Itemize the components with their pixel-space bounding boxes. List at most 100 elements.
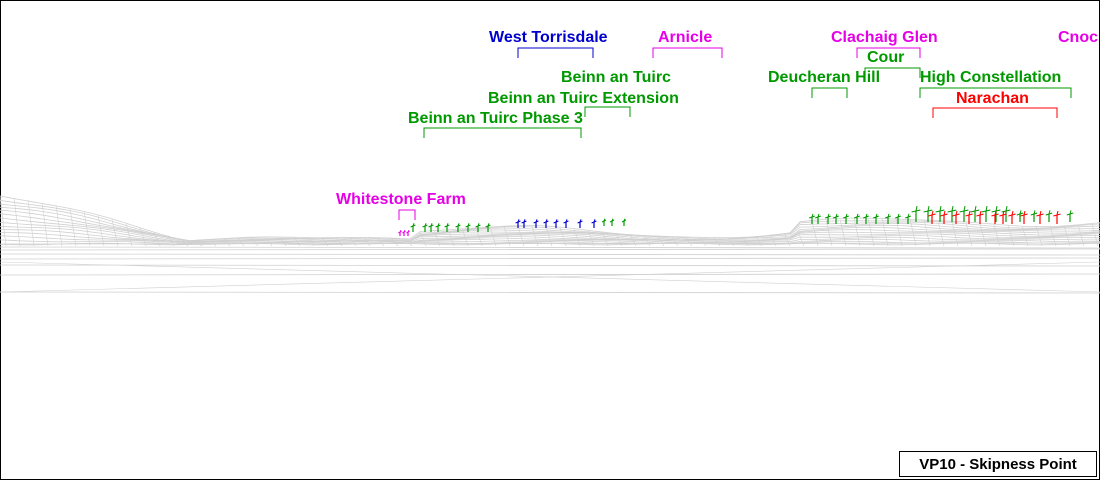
- turbine-marker: [455, 223, 461, 232]
- turbine-blade: [446, 223, 449, 227]
- terrain-mesh-line: [349, 237, 357, 247]
- turbine-marker: [905, 213, 911, 224]
- terrain-mesh-line: [279, 237, 287, 247]
- turbine-marker: [833, 213, 839, 224]
- terrain-mesh-line: [83, 211, 91, 247]
- turbine-marker: [402, 229, 406, 236]
- turbine-blade: [424, 223, 427, 227]
- turbine-blade: [943, 210, 946, 216]
- label-beinn-an-tuirc: Beinn an Tuirc: [561, 69, 671, 86]
- turbine-marker: [609, 218, 615, 226]
- turbine-marker: [1045, 210, 1053, 222]
- turbine-blade: [611, 218, 614, 222]
- turbine-marker: [577, 219, 583, 228]
- terrain-mesh-line: [713, 237, 721, 247]
- terrain-mesh-line: [503, 226, 511, 247]
- label-beinn-an-tuirc-extension: Beinn an Tuirc Extension: [488, 90, 679, 107]
- turbine-marker: [1001, 205, 1011, 222]
- turbine-markers: [398, 205, 1074, 236]
- turbine-blade: [399, 229, 402, 233]
- terrain-mesh-line: [895, 218, 903, 247]
- terrain-mesh-line: [517, 225, 525, 247]
- turbine-marker: [981, 205, 991, 222]
- turbine-blade: [477, 223, 480, 227]
- turbine-blade: [939, 205, 942, 212]
- turbine-marker: [940, 210, 948, 224]
- foreground-line: [0, 291, 1100, 294]
- turbine-blade: [1005, 205, 1008, 212]
- terrain-contour: [0, 195, 1100, 242]
- turbine-blade: [545, 219, 548, 223]
- terrain-contour: [0, 213, 1100, 243]
- terrain-mesh-line: [1049, 225, 1057, 247]
- turbine-marker: [947, 205, 957, 222]
- turbine-marker: [952, 210, 960, 224]
- turbine-blade: [915, 205, 918, 212]
- turbine-marker: [991, 210, 999, 224]
- terrain-mesh-line: [657, 236, 665, 247]
- terrain-mesh-line: [769, 234, 777, 247]
- turbine-marker: [1008, 210, 1016, 224]
- terrain-mesh-line: [55, 205, 63, 247]
- foreground-line: [0, 246, 1100, 249]
- turbine-marker: [965, 210, 973, 224]
- viewpoint-label-box: VP10 - Skipness Point: [899, 451, 1097, 477]
- turbine-marker: [428, 223, 434, 232]
- terrain-mesh-line: [643, 235, 651, 247]
- terrain-mesh-line: [811, 220, 819, 247]
- turbine-marker: [1066, 210, 1074, 222]
- turbine-blade: [1002, 210, 1005, 216]
- turbine-marker: [515, 219, 521, 228]
- terrain-mesh-line: [307, 236, 315, 247]
- turbine-marker: [410, 223, 416, 232]
- terrain-mesh-line: [405, 239, 413, 247]
- bracket-deucheran-hill: [811, 87, 848, 98]
- label-arnicle: Arnicle: [658, 29, 713, 46]
- turbine-marker: [1030, 210, 1038, 222]
- terrain-mesh-line: [937, 220, 945, 247]
- viewpoint-label: VP10 - Skipness Point: [919, 455, 1077, 473]
- bracket-beinn-an-tuirc-extension: [584, 106, 631, 117]
- turbine-blade: [403, 229, 406, 233]
- terrain-mesh-line: [993, 224, 1001, 247]
- bracket-west-torrisdale: [517, 47, 594, 58]
- turbine-blade: [897, 213, 900, 218]
- terrain-mesh-line: [741, 236, 749, 247]
- turbine-marker: [553, 219, 559, 228]
- terrain-mesh-line: [97, 215, 105, 247]
- terrain-mesh-line: [377, 238, 385, 247]
- bracket-cour: [864, 67, 921, 78]
- turbine-marker: [621, 218, 627, 226]
- turbine-blade: [827, 213, 830, 218]
- turbine-blade: [907, 213, 910, 218]
- label-whitestone-farm: Whitestone Farm: [336, 191, 466, 208]
- terrain-contour: [0, 235, 1100, 245]
- turbine-blade: [565, 219, 568, 223]
- bracket-whitestone-farm: [398, 209, 416, 220]
- turbine-marker: [601, 218, 607, 226]
- turbine-blade: [1039, 210, 1042, 216]
- turbine-blade: [835, 213, 838, 218]
- terrain-mesh-line: [293, 236, 301, 247]
- turbine-blade: [875, 213, 878, 218]
- terrain-mesh-line: [461, 228, 469, 247]
- turbine-blade: [430, 223, 433, 227]
- terrain-mesh-line: [965, 222, 973, 247]
- turbine-blade: [579, 219, 582, 223]
- turbine-marker: [406, 229, 410, 236]
- turbine-blade: [1048, 210, 1051, 215]
- turbine-marker: [809, 213, 815, 224]
- foreground-line: [0, 253, 1100, 256]
- terrain-wireframe: [0, 195, 1100, 294]
- turbine-blade: [1033, 210, 1036, 215]
- turbine-blade: [1011, 210, 1014, 216]
- terrain-mesh-line: [951, 221, 959, 247]
- terrain-mesh-line: [923, 219, 931, 247]
- terrain-mesh-line: [1021, 225, 1029, 247]
- terrain-mesh-line: [531, 226, 539, 247]
- turbine-blades: [1020, 213, 1028, 217]
- turbine-marker: [1036, 210, 1044, 224]
- turbine-marker: [895, 213, 901, 224]
- label-clachaig-glen: Clachaig Glen: [831, 29, 938, 46]
